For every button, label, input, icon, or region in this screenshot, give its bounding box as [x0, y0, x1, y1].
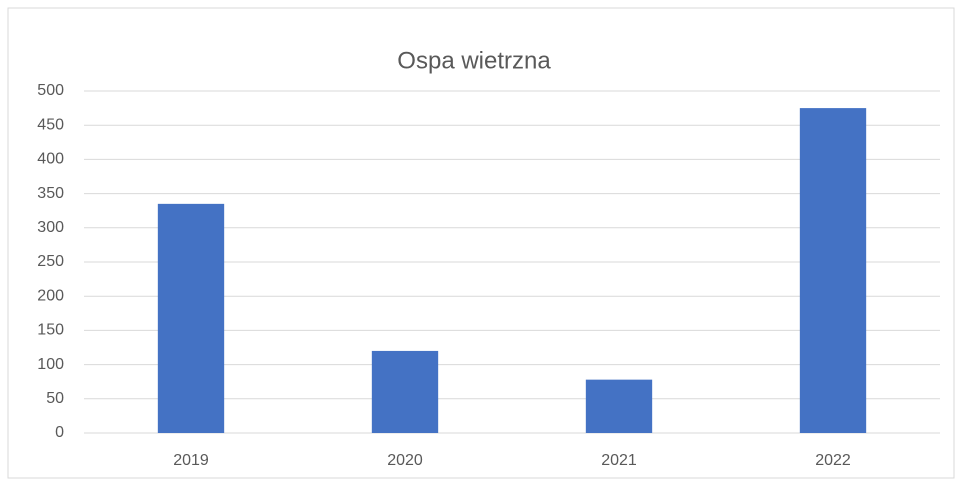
x-tick-label: 2020: [387, 452, 423, 469]
y-tick-label: 100: [37, 356, 64, 373]
y-tick-label: 0: [55, 424, 64, 441]
y-tick-label: 450: [37, 116, 64, 133]
bar: [799, 108, 867, 433]
y-tick-label: 200: [37, 287, 64, 304]
x-tick-label: 2021: [601, 452, 637, 469]
y-tick-label: 350: [37, 185, 64, 202]
bar: [157, 203, 225, 433]
y-tick-label: 500: [37, 82, 64, 99]
x-tick-label: 2022: [815, 452, 851, 469]
y-tick-label: 50: [46, 390, 64, 407]
y-tick-label: 150: [37, 322, 64, 339]
bar: [585, 379, 653, 433]
y-tick-label: 400: [37, 151, 64, 168]
bar: [371, 350, 439, 433]
y-tick-label: 300: [37, 219, 64, 236]
y-tick-label: 250: [37, 253, 64, 270]
chart-title: Ospa wietrzna: [397, 47, 551, 74]
x-tick-label: 2019: [173, 452, 209, 469]
